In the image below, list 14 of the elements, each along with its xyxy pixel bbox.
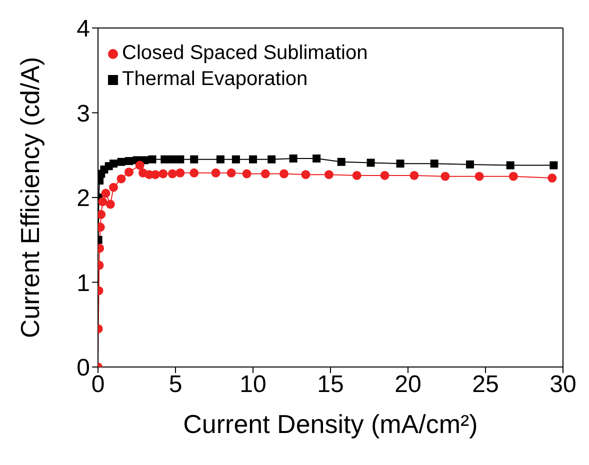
y-axis-title: Current Efficiency (cd/A) (15, 56, 46, 338)
y-tick-label: 4 (76, 16, 90, 43)
x-tick-label: 30 (550, 371, 576, 398)
y-tick-label: 2 (76, 185, 90, 212)
x-tick-label: 25 (472, 371, 499, 398)
x-tick-label: 5 (168, 371, 182, 398)
x-tick-label: 10 (240, 371, 266, 398)
y-tick-label: 1 (76, 270, 90, 297)
y-tick-label: 3 (76, 100, 90, 128)
x-tick-label: 20 (394, 371, 422, 398)
legend-label: Thermal Evaporation (122, 68, 308, 90)
x-axis-title: Current Density (mA/cm²) (183, 409, 478, 439)
legend-label: Closed Spaced Sublimation (122, 42, 368, 64)
x-tick-label: 15 (317, 371, 344, 398)
